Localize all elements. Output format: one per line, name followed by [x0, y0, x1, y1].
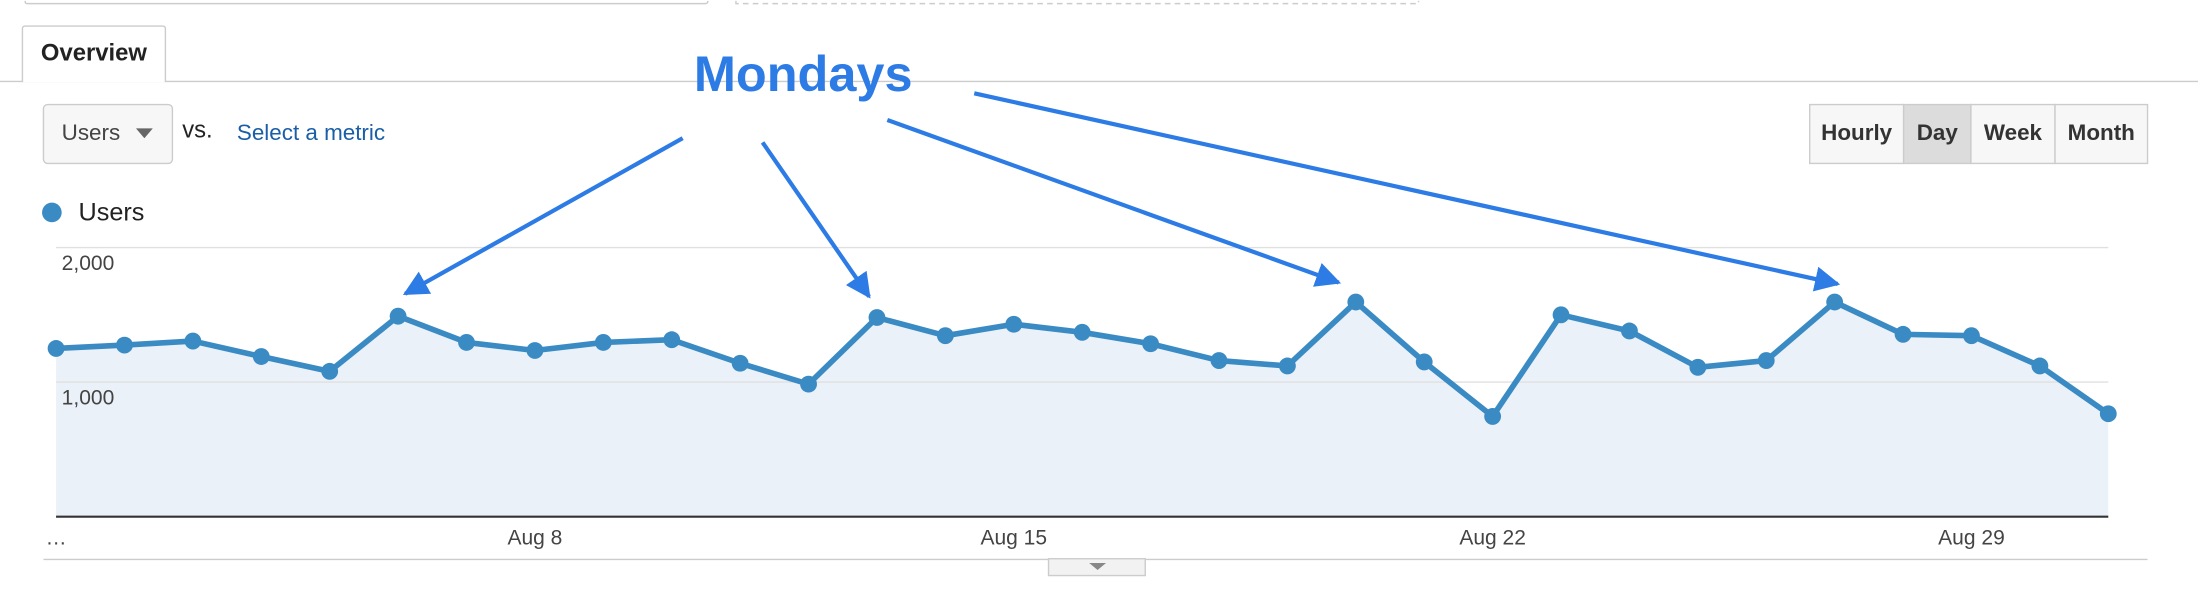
- tab[interactable]: Overview: [41, 39, 147, 66]
- arrow: [402, 136, 684, 296]
- point: [184, 332, 202, 350]
- tab-box[interactable]: [21, 25, 167, 83]
- arrow: [886, 117, 1342, 287]
- point: [1552, 306, 1570, 324]
- point: [1894, 325, 1912, 343]
- point: [1826, 293, 1844, 311]
- point: [2031, 357, 2049, 375]
- point: [1073, 323, 1091, 341]
- period-button-label[interactable]: Week: [1984, 120, 2043, 145]
- point: [1142, 335, 1159, 353]
- point: [47, 340, 65, 357]
- period-button[interactable]: [2054, 103, 2149, 165]
- arrow: [760, 141, 871, 299]
- period-button-label[interactable]: Month: [2068, 120, 2135, 145]
- point: [1757, 352, 1775, 369]
- point: [936, 327, 954, 345]
- x-tick-label: Aug 22: [1459, 527, 1526, 550]
- expand-caret: [1089, 562, 1107, 570]
- arrow: [973, 91, 1841, 292]
- dropdown-label[interactable]: Users: [62, 120, 121, 145]
- point: [1278, 357, 1296, 375]
- point: [2099, 405, 2117, 423]
- point: [1484, 408, 1502, 425]
- period-button[interactable]: [1970, 103, 2056, 165]
- dropdown[interactable]: [42, 103, 174, 165]
- point: [116, 336, 133, 354]
- point: [1005, 315, 1023, 333]
- point: [389, 307, 407, 325]
- area: [56, 302, 2109, 517]
- period-button[interactable]: [1902, 103, 1972, 165]
- legend-marker: [42, 202, 62, 223]
- select-metric-link[interactable]: Select a metric: [237, 120, 385, 145]
- point: [731, 354, 749, 372]
- point: [252, 348, 270, 365]
- x-tick-label: Aug 29: [1938, 527, 2005, 550]
- x-tick-label: Aug 8: [507, 527, 562, 550]
- vs-label: vs.: [182, 116, 212, 143]
- point: [1347, 293, 1365, 311]
- annotation: Mondays: [694, 45, 913, 102]
- point: [800, 375, 817, 393]
- point: [868, 309, 886, 326]
- point: [458, 333, 475, 351]
- top-dashed-box: [735, 0, 1420, 5]
- y-tick-label: 1,000: [62, 386, 115, 409]
- y-tick-label: 2,000: [62, 252, 115, 275]
- top-box: [24, 0, 709, 5]
- x-tick-label: …: [46, 527, 67, 550]
- dropdown-caret: [135, 128, 153, 139]
- point: [1689, 358, 1707, 376]
- annotation-arrows: [402, 91, 1841, 299]
- period-button-label[interactable]: Hourly: [1821, 120, 1892, 145]
- point: [663, 331, 681, 349]
- point: [594, 333, 612, 351]
- point: [1210, 352, 1228, 369]
- point: [321, 362, 339, 380]
- legend-label: Users: [79, 199, 145, 227]
- x-tick-label: Aug 15: [980, 527, 1047, 550]
- point: [1415, 353, 1433, 371]
- point: [526, 342, 544, 359]
- period-button-label[interactable]: Day: [1917, 120, 1959, 145]
- point: [1963, 327, 1980, 345]
- point: [1621, 322, 1638, 340]
